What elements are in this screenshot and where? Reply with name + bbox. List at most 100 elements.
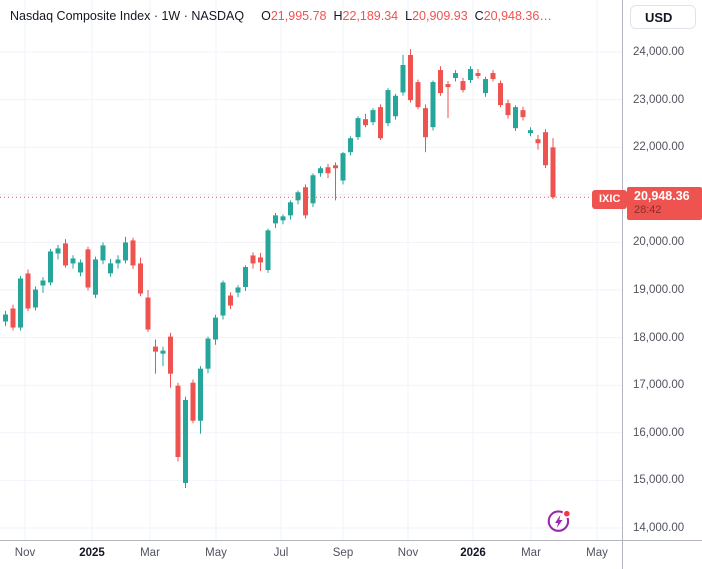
price-tick-label: 15,000.00 xyxy=(633,474,685,487)
chart-legend: Nasdaq Composite Index · 1W · NASDAQ O21,… xyxy=(10,7,552,25)
spark-circle xyxy=(547,510,570,532)
time-tick-month-label: Nov xyxy=(14,547,36,559)
candle-body xyxy=(460,81,466,91)
candle-body xyxy=(250,255,256,264)
candle-body xyxy=(205,338,211,369)
price-tick-label: 24,000.00 xyxy=(633,46,685,58)
candle-body xyxy=(430,82,436,128)
low-label: L xyxy=(405,9,413,23)
candle-body xyxy=(303,187,308,216)
candle-body xyxy=(513,107,518,129)
candle-body xyxy=(213,317,218,340)
candle-body xyxy=(48,251,53,283)
bar-countdown: 28:42 xyxy=(634,204,662,216)
price-tick-label: 18,000.00 xyxy=(633,331,685,344)
candle-body xyxy=(198,368,203,421)
candle-body xyxy=(310,175,316,204)
candle-body xyxy=(130,240,136,266)
candle-body xyxy=(355,118,361,138)
candle-body xyxy=(258,257,263,263)
candle-body xyxy=(273,215,278,224)
open-label: O xyxy=(261,9,271,23)
candle-body xyxy=(550,147,556,198)
candle-body xyxy=(63,243,68,266)
candle-body xyxy=(333,165,338,169)
low-value: 20,909.93 xyxy=(412,9,468,23)
candle-body xyxy=(235,287,241,293)
candle-body xyxy=(10,308,16,328)
candle-body xyxy=(295,192,301,201)
candle-body xyxy=(265,230,271,271)
candle-body xyxy=(490,73,496,80)
price-tick-label: 19,000.00 xyxy=(633,284,685,296)
symbol-title[interactable]: Nasdaq Composite Index · 1W · NASDAQ xyxy=(10,9,245,23)
price-tick-label: 22,000.00 xyxy=(633,141,685,154)
candle-body xyxy=(475,73,481,77)
candle-body xyxy=(280,216,286,221)
candle-body xyxy=(385,90,391,124)
high-value: 22,189.34 xyxy=(342,9,399,23)
candle-body xyxy=(408,54,413,101)
candle-body xyxy=(498,83,503,106)
candle-body xyxy=(370,110,376,123)
candle-body xyxy=(528,130,533,134)
candle-body xyxy=(25,273,31,309)
candle-body xyxy=(445,84,451,88)
time-tick-month-label: Nov xyxy=(397,547,419,559)
time-tick-year-label: 2025 xyxy=(79,547,105,559)
candle-body xyxy=(40,280,46,286)
candle-body xyxy=(393,95,398,117)
close-label: C xyxy=(474,9,484,23)
candle-body xyxy=(93,259,98,295)
time-tick-month-label: Mar xyxy=(521,547,541,559)
candle-body xyxy=(340,153,346,181)
candle-body xyxy=(423,108,428,138)
time-tick-month-label: Sep xyxy=(332,547,354,559)
alert-dot xyxy=(562,509,572,519)
candle-body xyxy=(108,263,113,274)
symbol-price-flag: IXIC xyxy=(592,190,628,209)
currency-button[interactable]: USD xyxy=(630,5,696,29)
candle-body xyxy=(85,249,91,288)
candle-body xyxy=(483,79,488,94)
candle-body xyxy=(400,64,406,93)
open-value: 21,995.78 xyxy=(270,9,327,23)
candle-body xyxy=(145,297,151,330)
candle-body xyxy=(453,73,458,79)
candle-body xyxy=(123,242,128,261)
price-axis[interactable]: 24,000.00 23,000.00 22,000.00 20,000.00 19,0… xyxy=(623,0,702,540)
candle-body xyxy=(190,382,196,421)
candle-body xyxy=(78,262,83,273)
candle-body xyxy=(153,346,158,352)
candle-body xyxy=(318,168,323,174)
candle-body xyxy=(100,245,106,261)
candle-body xyxy=(33,289,38,308)
candle-body xyxy=(243,267,248,288)
time-tick-month-label: May xyxy=(205,547,227,559)
lightning-bolt-icon xyxy=(555,514,563,528)
legend-ellipsis: … xyxy=(539,9,552,23)
close-value: 20,948.36 xyxy=(483,9,540,23)
candle-body xyxy=(348,138,353,153)
price-tick-label: 16,000.00 xyxy=(633,426,685,439)
candle-body xyxy=(70,258,76,264)
price-tick-label: 17,000.00 xyxy=(633,379,685,392)
candle-body xyxy=(160,350,166,354)
spark-icon[interactable] xyxy=(545,506,573,534)
price-tick-label: 20,000.00 xyxy=(633,236,685,249)
candle-body xyxy=(138,263,143,294)
price-tick-label: 14,000.00 xyxy=(633,522,685,534)
high-label: H xyxy=(333,9,343,23)
candle-body xyxy=(288,202,293,216)
time-tick-month-label: Jul xyxy=(273,547,289,559)
candle-body xyxy=(115,259,121,264)
last-price-value: 20,948.36 xyxy=(634,189,690,203)
candle-body xyxy=(220,282,226,316)
candle-body xyxy=(468,69,473,81)
candle-body xyxy=(228,295,233,306)
candle-body xyxy=(535,139,541,144)
candle-body xyxy=(3,314,8,322)
time-axis[interactable]: Nov 2025 Mar May Jul Sep Nov 2026 Mar May xyxy=(0,541,702,569)
